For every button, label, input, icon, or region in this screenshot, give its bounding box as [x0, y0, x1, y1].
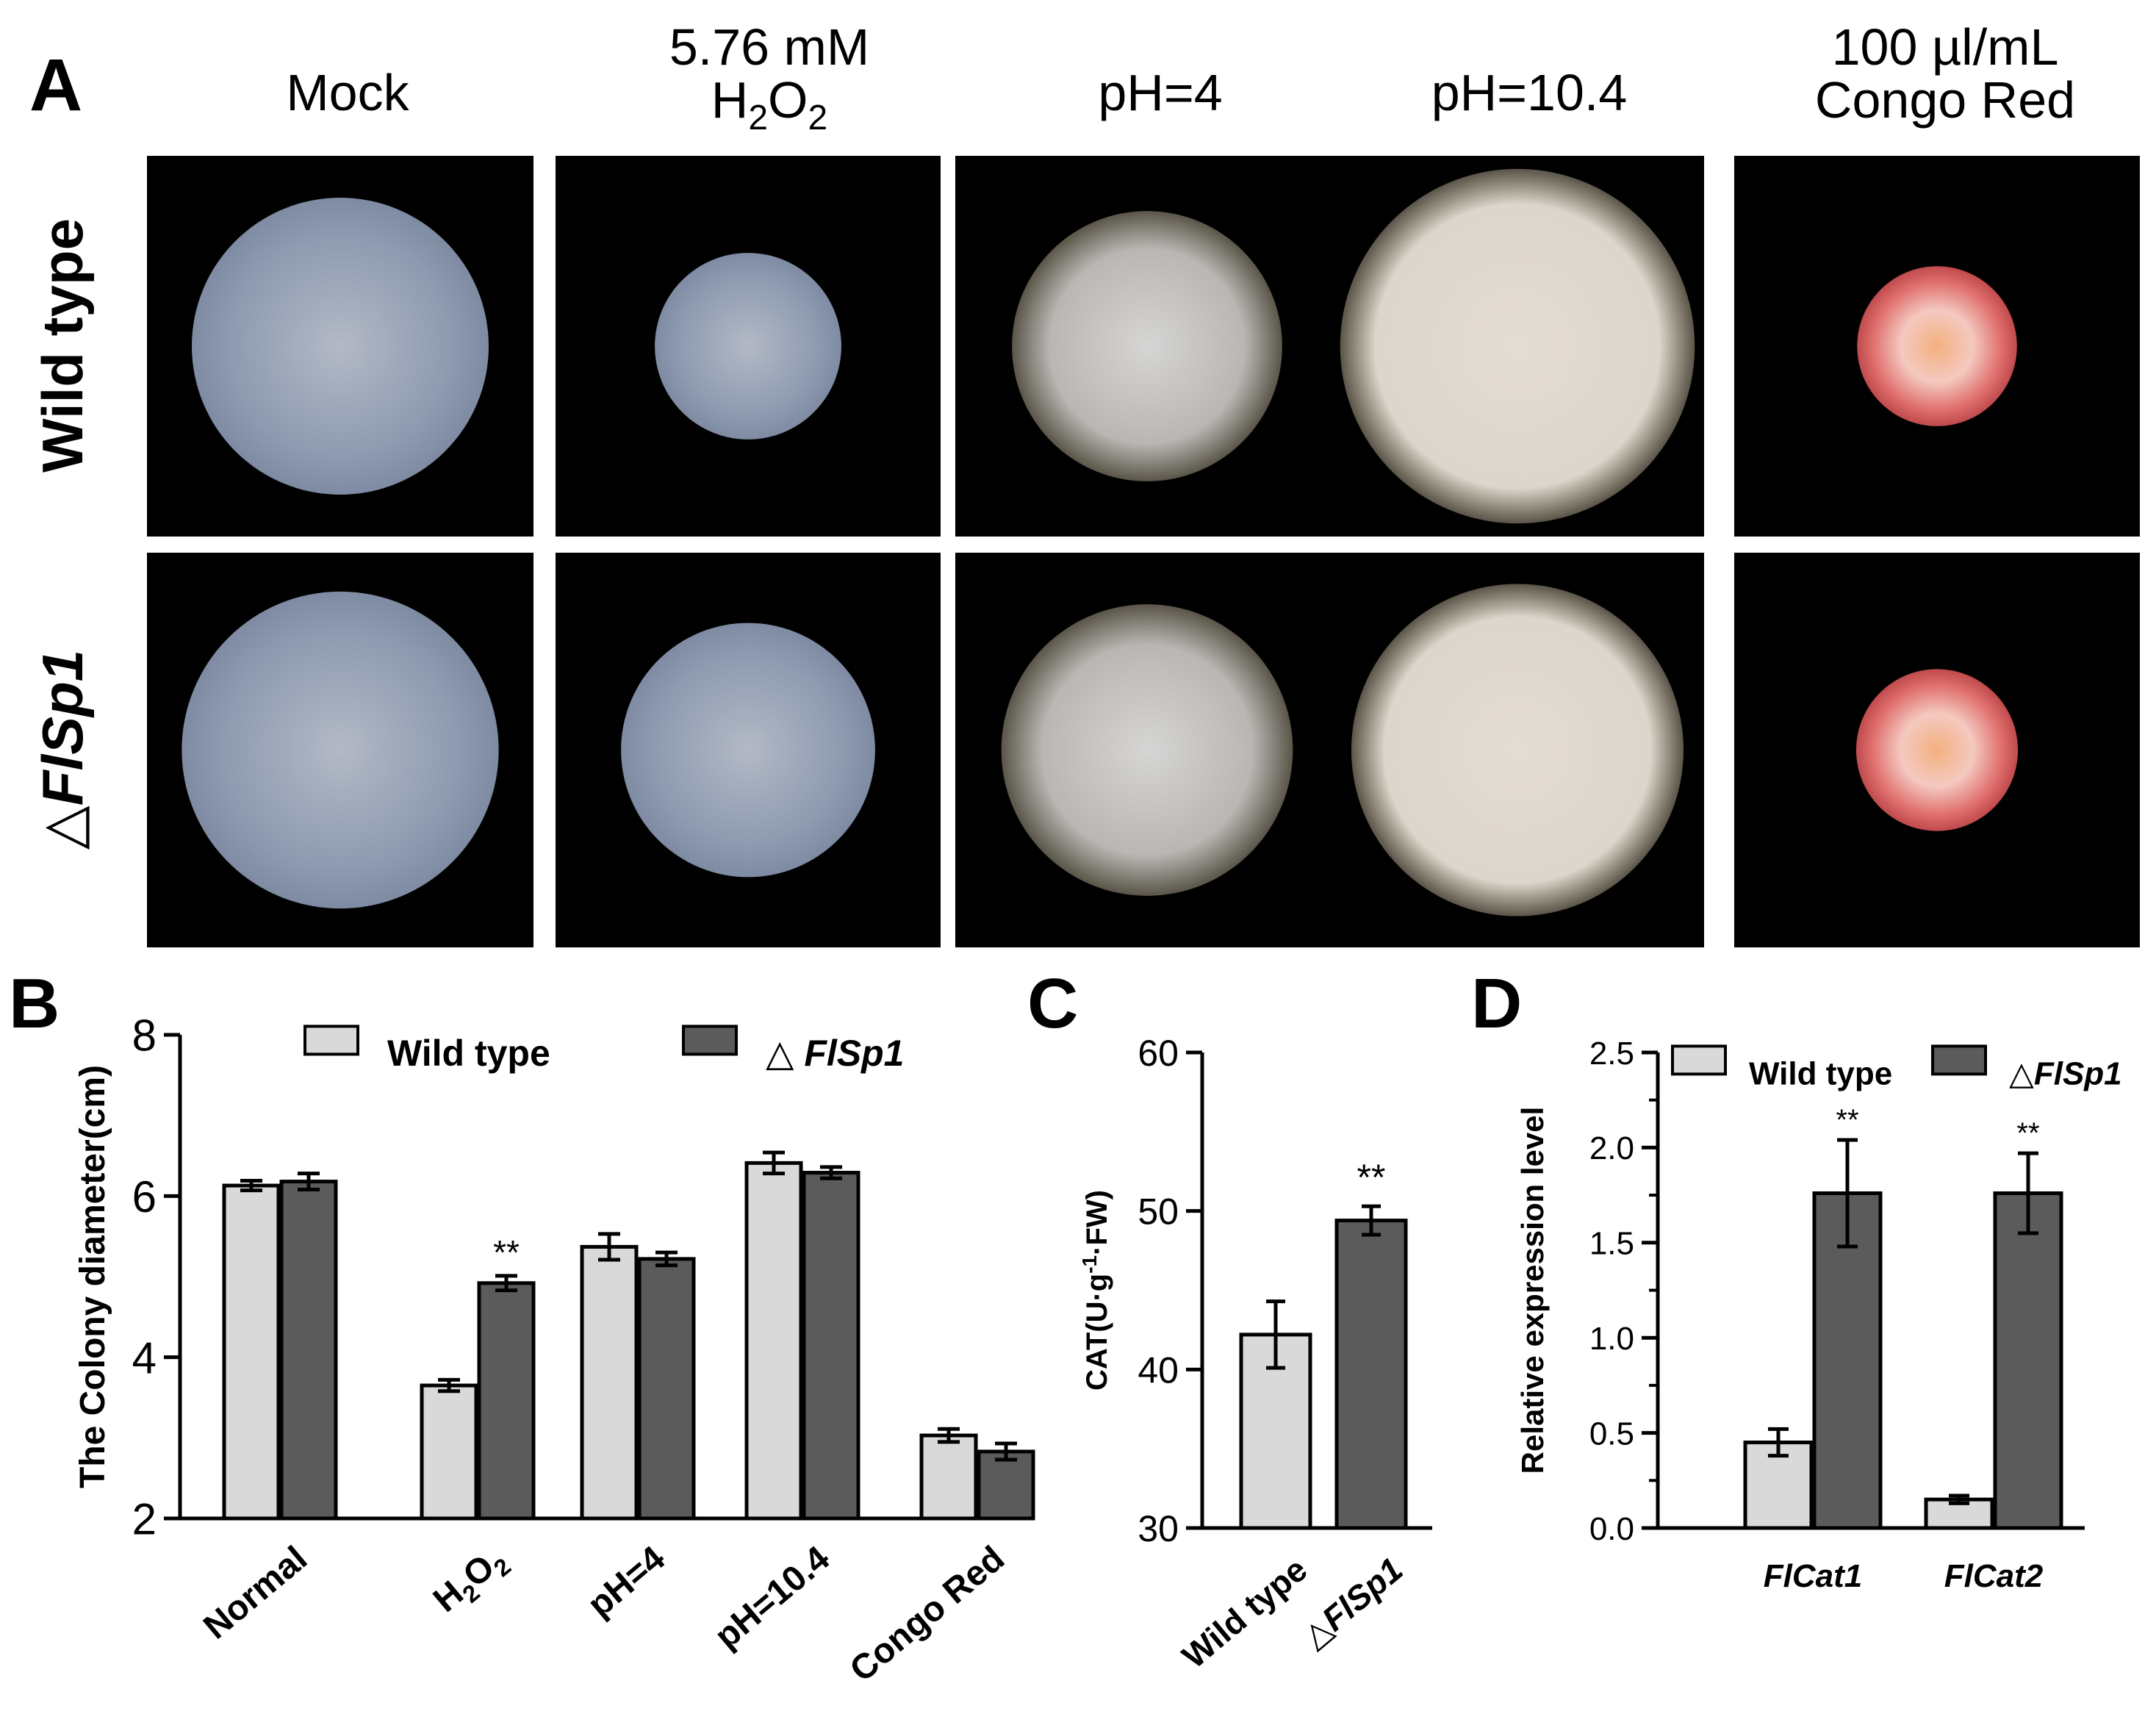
x-tick-label: Normal: [196, 1539, 315, 1647]
y-tick-label: 50: [1138, 1191, 1179, 1233]
panel-c-label: C: [1027, 964, 1078, 1043]
colony: [1351, 584, 1684, 917]
panel-b-label: B: [9, 964, 60, 1043]
x-tick-label: Wild type: [1175, 1550, 1315, 1676]
y-tick-label: 1.0: [1589, 1321, 1634, 1357]
legend-label: △ FlSp1: [766, 1033, 904, 1074]
bar: [1334, 1219, 1408, 1530]
y-tick-label: 8: [132, 1011, 157, 1061]
y-tick-label: 40: [1138, 1349, 1179, 1391]
bar: [222, 1183, 281, 1521]
column-header: pH=4: [1098, 64, 1222, 121]
legend-label: Wild type: [1749, 1055, 1892, 1091]
y-tick-label: 0.5: [1589, 1416, 1634, 1452]
bar: [580, 1244, 639, 1521]
bar: [1812, 1191, 1883, 1530]
bar: [477, 1281, 536, 1521]
column-header: pH=10.4: [1431, 64, 1628, 121]
x-tick-label: pH=10.4: [708, 1539, 837, 1657]
x-tick-label: Congo Red: [843, 1539, 1012, 1690]
y-axis-label: The Colony diameter(cm): [73, 1065, 112, 1488]
significance-marker: **: [1357, 1157, 1386, 1198]
y-tick-label: 6: [132, 1172, 157, 1222]
panel-d-chart: D 0.0 0.5 1.0 1.5 2.0 2.5 Relative expression …: [1471, 964, 2122, 1594]
colony: [1340, 168, 1695, 524]
legend-swatch: [682, 1025, 738, 1056]
panel-d-label: D: [1471, 964, 1522, 1043]
significance-marker: **: [1836, 1104, 1858, 1136]
column-header-line2: H2O2: [711, 71, 827, 137]
row-label: △FlSp1: [30, 650, 95, 850]
column-header: Mock: [286, 64, 409, 121]
bar: [744, 1161, 803, 1521]
y-tick-label: 1.5: [1589, 1226, 1634, 1262]
column-header-line2: Congo Red: [1815, 71, 2075, 129]
x-tick-label: FlCat1: [1764, 1558, 1862, 1594]
panel-b-chart: B 2 4 6 8 The Colony diameter(cm) ** Normal H2O…: [9, 964, 1035, 1690]
x-tick-label: H2O2: [426, 1539, 516, 1624]
bar: [1993, 1191, 2063, 1530]
colony: [182, 591, 499, 909]
column-header-line1: 5.76 mM: [669, 18, 869, 76]
y-tick-label: 2: [132, 1495, 157, 1544]
bar: [420, 1383, 478, 1521]
legend-swatch: [1671, 1044, 1727, 1076]
x-tick-label: FlCat2: [1944, 1558, 2044, 1594]
bar: [919, 1433, 978, 1521]
y-tick-label: 0.0: [1589, 1511, 1634, 1547]
y-axis-label: CAT(U·g-1·FW): [1078, 1190, 1113, 1391]
colony: [1857, 266, 2017, 426]
colony: [621, 623, 875, 878]
legend-label: △FlSp1: [2009, 1055, 2122, 1091]
bar: [802, 1171, 860, 1521]
legend-swatch: [303, 1025, 359, 1056]
colony: [1001, 604, 1293, 896]
x-tick-label: △FlSp1: [1295, 1550, 1409, 1655]
y-tick-label: 2.5: [1589, 1036, 1634, 1072]
significance-marker: **: [493, 1233, 520, 1271]
y-tick-label: 30: [1138, 1508, 1179, 1549]
bar: [279, 1180, 338, 1521]
panel-a-label: A: [29, 44, 82, 126]
significance-marker: **: [2016, 1117, 2039, 1149]
row-label: Wild type: [30, 218, 95, 473]
column-header-line1: 100 µl/mL: [1832, 18, 2059, 76]
colony: [655, 253, 841, 440]
panel-c-chart: C 30 40 50 60 CAT(U·g-1·FW) ** Wild type△FlSp1: [1027, 964, 1432, 1676]
legend-swatch: [1931, 1044, 1987, 1076]
legend-label: Wild type: [387, 1033, 550, 1074]
colony: [191, 197, 489, 495]
bar: [637, 1257, 696, 1521]
y-tick-label: 4: [132, 1333, 157, 1382]
bar: [977, 1449, 1035, 1521]
colony: [1855, 669, 2019, 831]
x-tick-label: pH=4: [581, 1539, 672, 1625]
y-tick-label: 60: [1138, 1033, 1179, 1074]
colony: [1012, 211, 1282, 481]
y-axis-label: Relative expression level: [1515, 1107, 1550, 1474]
y-tick-label: 2.0: [1589, 1130, 1634, 1166]
